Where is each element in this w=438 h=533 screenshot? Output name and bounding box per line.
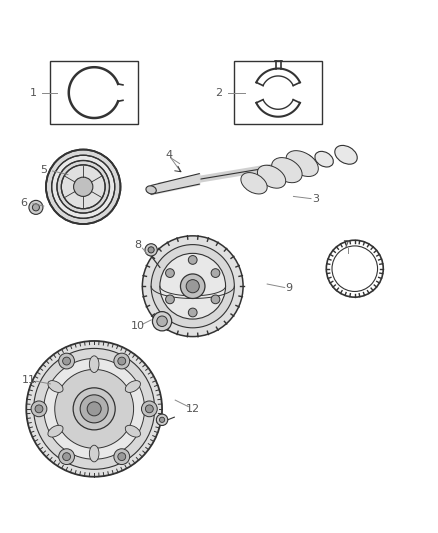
Circle shape [180,274,205,298]
Bar [234,61,322,124]
Circle shape [142,236,243,336]
Circle shape [61,165,105,209]
Circle shape [26,341,162,477]
Circle shape [156,414,168,425]
Circle shape [63,357,71,365]
Text: 6: 6 [21,198,28,208]
Circle shape [211,269,220,278]
Circle shape [118,357,126,365]
Text: 10: 10 [131,321,145,330]
Circle shape [74,177,93,197]
Circle shape [145,244,157,256]
Ellipse shape [335,146,357,164]
Circle shape [55,369,134,448]
Circle shape [59,449,74,465]
Circle shape [73,388,115,430]
Text: 9: 9 [286,284,293,293]
Ellipse shape [89,445,99,462]
Circle shape [145,405,153,413]
Circle shape [44,359,145,459]
Ellipse shape [272,158,302,183]
Text: 11: 11 [21,375,35,385]
Circle shape [29,200,43,214]
Text: 4: 4 [165,150,172,160]
Circle shape [211,295,220,304]
Text: 8: 8 [134,240,141,251]
Ellipse shape [125,425,141,437]
Circle shape [188,308,197,317]
Circle shape [166,269,174,278]
Circle shape [157,316,167,327]
Ellipse shape [89,356,99,373]
Ellipse shape [241,173,267,194]
Text: 12: 12 [186,404,200,414]
Circle shape [151,245,234,328]
Circle shape [46,150,120,224]
Circle shape [188,255,197,264]
Ellipse shape [125,381,141,392]
Circle shape [32,204,39,211]
Circle shape [31,401,47,417]
Ellipse shape [315,151,333,167]
Circle shape [148,247,154,253]
Ellipse shape [286,151,318,176]
Circle shape [80,395,108,423]
Ellipse shape [48,425,63,437]
Circle shape [59,353,74,369]
Ellipse shape [146,186,156,194]
Circle shape [186,280,199,293]
Circle shape [152,312,172,331]
Bar [50,61,138,124]
Circle shape [141,401,157,417]
Circle shape [118,453,126,461]
Circle shape [35,405,43,413]
Circle shape [159,417,165,423]
Circle shape [52,155,115,219]
Ellipse shape [258,165,286,188]
Text: 1: 1 [29,87,36,98]
Text: 3: 3 [312,193,319,204]
Text: 5: 5 [40,165,47,175]
Circle shape [160,253,226,319]
Circle shape [114,449,130,465]
Text: 2: 2 [215,87,223,98]
Circle shape [87,402,101,416]
Circle shape [63,453,71,461]
Ellipse shape [48,381,63,392]
Circle shape [114,353,130,369]
Ellipse shape [298,154,315,169]
Circle shape [57,160,110,213]
Circle shape [34,349,155,469]
Text: 7: 7 [343,240,350,251]
Circle shape [166,295,174,304]
